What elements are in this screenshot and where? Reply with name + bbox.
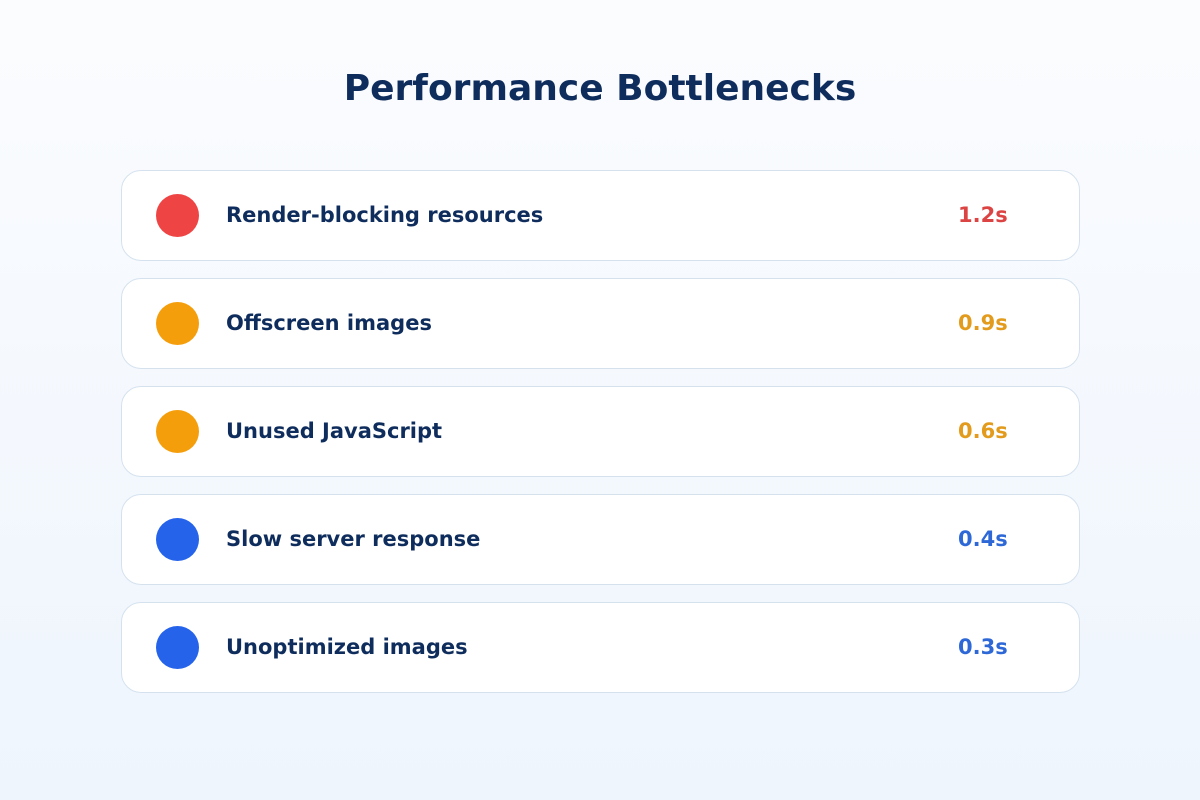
status-dot (156, 194, 199, 237)
status-dot (156, 518, 199, 561)
bottleneck-card: Offscreen images 0.9s (121, 278, 1080, 369)
status-dot (156, 302, 199, 345)
bottleneck-label: Slow server response (226, 527, 481, 551)
bottleneck-card: Unused JavaScript 0.6s (121, 386, 1080, 477)
bottleneck-card: Slow server response 0.4s (121, 494, 1080, 585)
bottleneck-label: Render-blocking resources (226, 203, 544, 227)
bottleneck-card: Render-blocking resources 1.2s (121, 170, 1080, 261)
status-dot (156, 410, 199, 453)
bottleneck-time: 1.2s (958, 203, 1008, 227)
status-dot (156, 626, 199, 669)
title: Performance Bottlenecks (343, 68, 857, 109)
bottleneck-time: 0.6s (958, 419, 1008, 443)
bottleneck-time: 0.4s (958, 527, 1008, 551)
bottleneck-label: Offscreen images (226, 311, 432, 335)
bottleneck-card: Unoptimized images 0.3s (121, 602, 1080, 693)
bottleneck-label: Unused JavaScript (226, 419, 443, 443)
bottleneck-label: Unoptimized images (226, 635, 468, 659)
bottleneck-time: 0.9s (958, 311, 1008, 335)
bottleneck-time: 0.3s (958, 635, 1008, 659)
